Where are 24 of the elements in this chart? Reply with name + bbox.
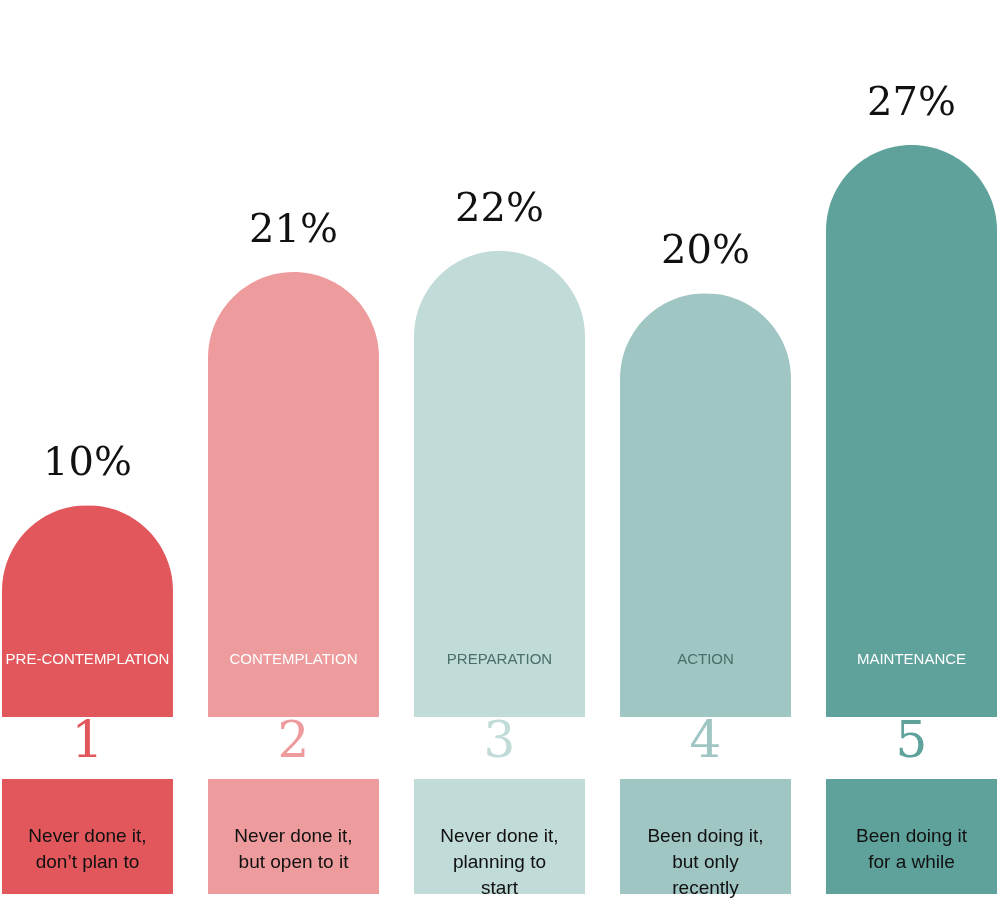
annotation: PRE-CONTEMPLATION xyxy=(5,650,170,667)
text: Been doing it for a while xyxy=(856,825,968,872)
bar xyxy=(826,145,997,717)
text: Never done it, but open to it xyxy=(234,825,353,872)
text: Never done it, planning to start xyxy=(440,825,559,898)
data-label: 27% xyxy=(867,78,956,124)
bar xyxy=(620,293,791,717)
text: Never done it, don’t plan to xyxy=(28,825,147,872)
bar xyxy=(208,272,379,717)
x-tick-label: 2 xyxy=(277,711,310,769)
bar xyxy=(414,250,585,717)
data-label: 21% xyxy=(249,205,338,252)
x-tick-label: 3 xyxy=(483,711,516,769)
x-tick-label: 5 xyxy=(895,711,928,769)
annotation: MAINTENANCE xyxy=(856,650,967,667)
annotation: CONTEMPLATION xyxy=(229,650,358,667)
data-label: 20% xyxy=(661,226,750,273)
x-tick-label: 1 xyxy=(71,711,104,769)
x-tick-label: 4 xyxy=(689,711,722,769)
text: Been doing it, but only recently xyxy=(647,825,764,898)
data-label: 10% xyxy=(43,438,132,485)
annotation: PREPARATION xyxy=(446,650,553,667)
data-label: 22% xyxy=(455,183,544,230)
annotation: ACTION xyxy=(677,650,734,667)
